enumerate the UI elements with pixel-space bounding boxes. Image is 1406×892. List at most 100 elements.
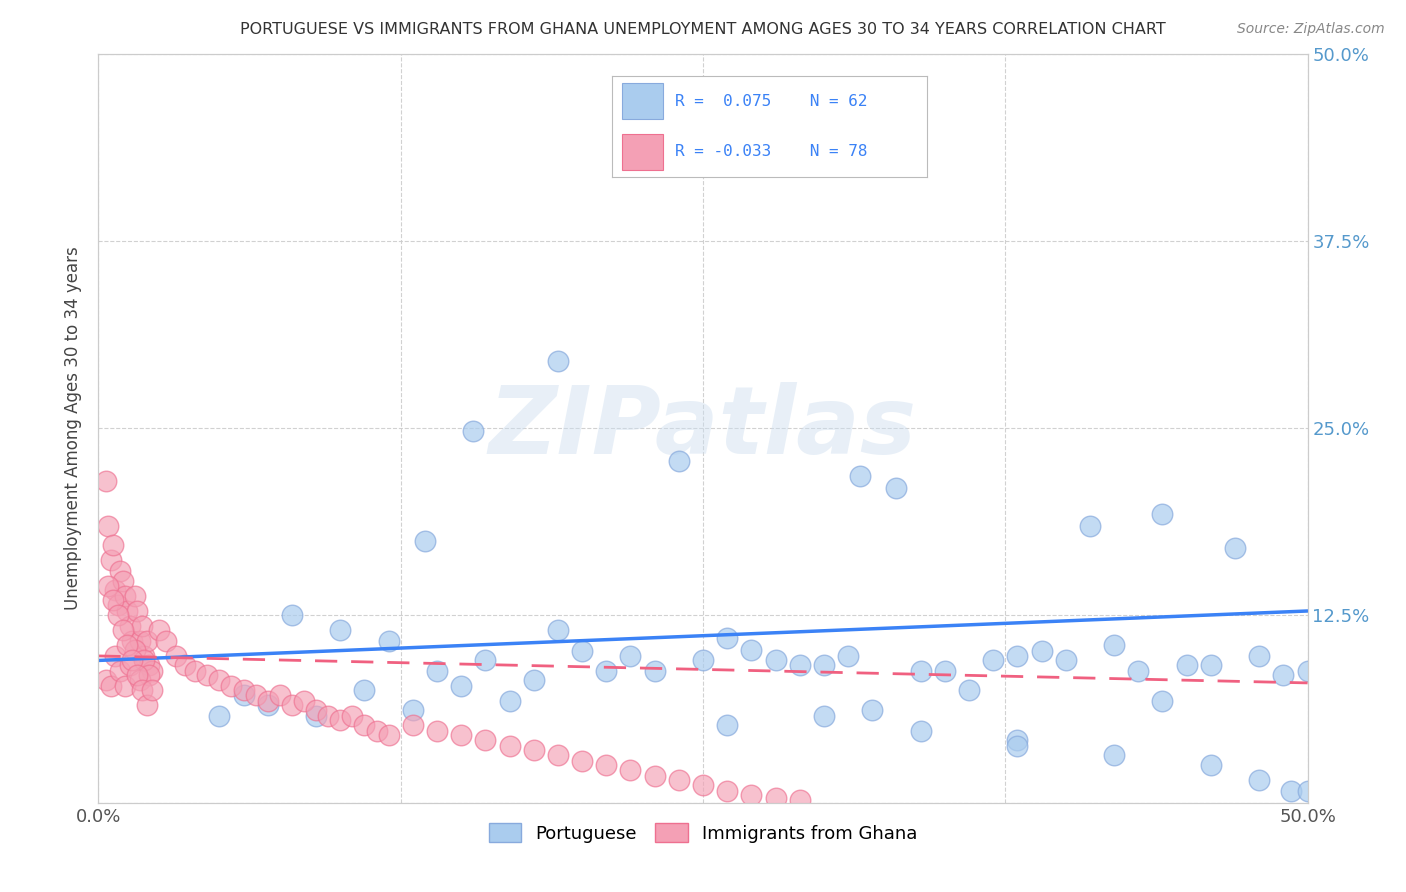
Point [644, 769, 666, 783]
Point [138, 657, 160, 672]
Point [131, 619, 153, 633]
Point [1223, 541, 1246, 555]
Point [127, 604, 149, 618]
Point [135, 698, 157, 713]
Point [498, 739, 520, 753]
Point [329, 714, 352, 728]
Point [402, 718, 425, 732]
Point [208, 709, 231, 723]
Point [413, 533, 436, 548]
Point [402, 703, 425, 717]
Point [128, 634, 150, 648]
Point [107, 598, 129, 612]
Point [165, 648, 187, 663]
Point [789, 657, 811, 672]
Point [305, 703, 328, 717]
Point [124, 589, 146, 603]
Point [595, 664, 617, 678]
Point [910, 723, 932, 738]
Point [474, 653, 496, 667]
Point [94, 474, 117, 488]
Point [118, 619, 141, 633]
Point [377, 634, 399, 648]
Point [128, 673, 150, 687]
Point [155, 634, 177, 648]
Point [138, 668, 160, 682]
Point [377, 728, 399, 742]
Point [957, 683, 980, 698]
Point [134, 648, 156, 663]
Point [523, 673, 546, 687]
Point [97, 578, 120, 592]
Point [571, 754, 593, 768]
Point [837, 648, 859, 663]
Point [668, 454, 690, 468]
Point [619, 648, 641, 663]
Point [97, 518, 120, 533]
Point [292, 694, 315, 708]
Point [366, 723, 388, 738]
Y-axis label: Unemployment Among Ages 30 to 34 years: Unemployment Among Ages 30 to 34 years [65, 246, 83, 610]
Point [1007, 648, 1029, 663]
Point [148, 624, 170, 638]
Point [101, 538, 124, 552]
Point [644, 664, 666, 678]
Point [353, 718, 375, 732]
Text: PORTUGUESE VS IMMIGRANTS FROM GHANA UNEMPLOYMENT AMONG AGES 30 TO 34 YEARS CORRE: PORTUGUESE VS IMMIGRANTS FROM GHANA UNEM… [240, 22, 1166, 37]
Point [131, 683, 153, 698]
Point [117, 639, 139, 653]
Point [232, 688, 254, 702]
Point [108, 564, 131, 578]
Point [114, 589, 136, 603]
Point [232, 683, 254, 698]
Point [1007, 732, 1029, 747]
Point [547, 747, 569, 762]
Point [101, 593, 124, 607]
Point [595, 758, 617, 772]
Point [1249, 773, 1271, 788]
Point [692, 653, 714, 667]
Point [463, 424, 485, 438]
Point [1031, 644, 1053, 658]
Point [94, 673, 117, 687]
Point [121, 634, 143, 648]
Point [118, 657, 141, 672]
Point [1152, 694, 1174, 708]
Point [141, 683, 163, 698]
Point [100, 679, 122, 693]
Point [498, 694, 520, 708]
Point [740, 643, 762, 657]
Point [353, 683, 375, 698]
Point [135, 634, 157, 648]
Text: ZIPatlas: ZIPatlas [489, 382, 917, 475]
Point [329, 624, 352, 638]
Point [124, 643, 146, 657]
Point [281, 698, 304, 713]
Point [1296, 664, 1319, 678]
Point [547, 353, 569, 368]
Point [1296, 784, 1319, 798]
Point [342, 709, 364, 723]
Point [571, 644, 593, 658]
Point [108, 664, 131, 678]
Point [619, 763, 641, 777]
Point [692, 778, 714, 792]
Point [1199, 657, 1222, 672]
Point [1272, 668, 1295, 682]
Point [256, 698, 278, 713]
Point [765, 791, 787, 805]
Point [765, 653, 787, 667]
Point [174, 657, 197, 672]
Point [1078, 518, 1101, 533]
Point [426, 723, 449, 738]
Point [1007, 739, 1029, 753]
Text: Source: ZipAtlas.com: Source: ZipAtlas.com [1237, 22, 1385, 37]
Point [141, 664, 163, 678]
Point [256, 694, 278, 708]
Point [245, 688, 267, 702]
Point [910, 664, 932, 678]
Point [789, 793, 811, 807]
Point [221, 679, 243, 693]
Point [981, 653, 1004, 667]
Point [716, 631, 738, 645]
